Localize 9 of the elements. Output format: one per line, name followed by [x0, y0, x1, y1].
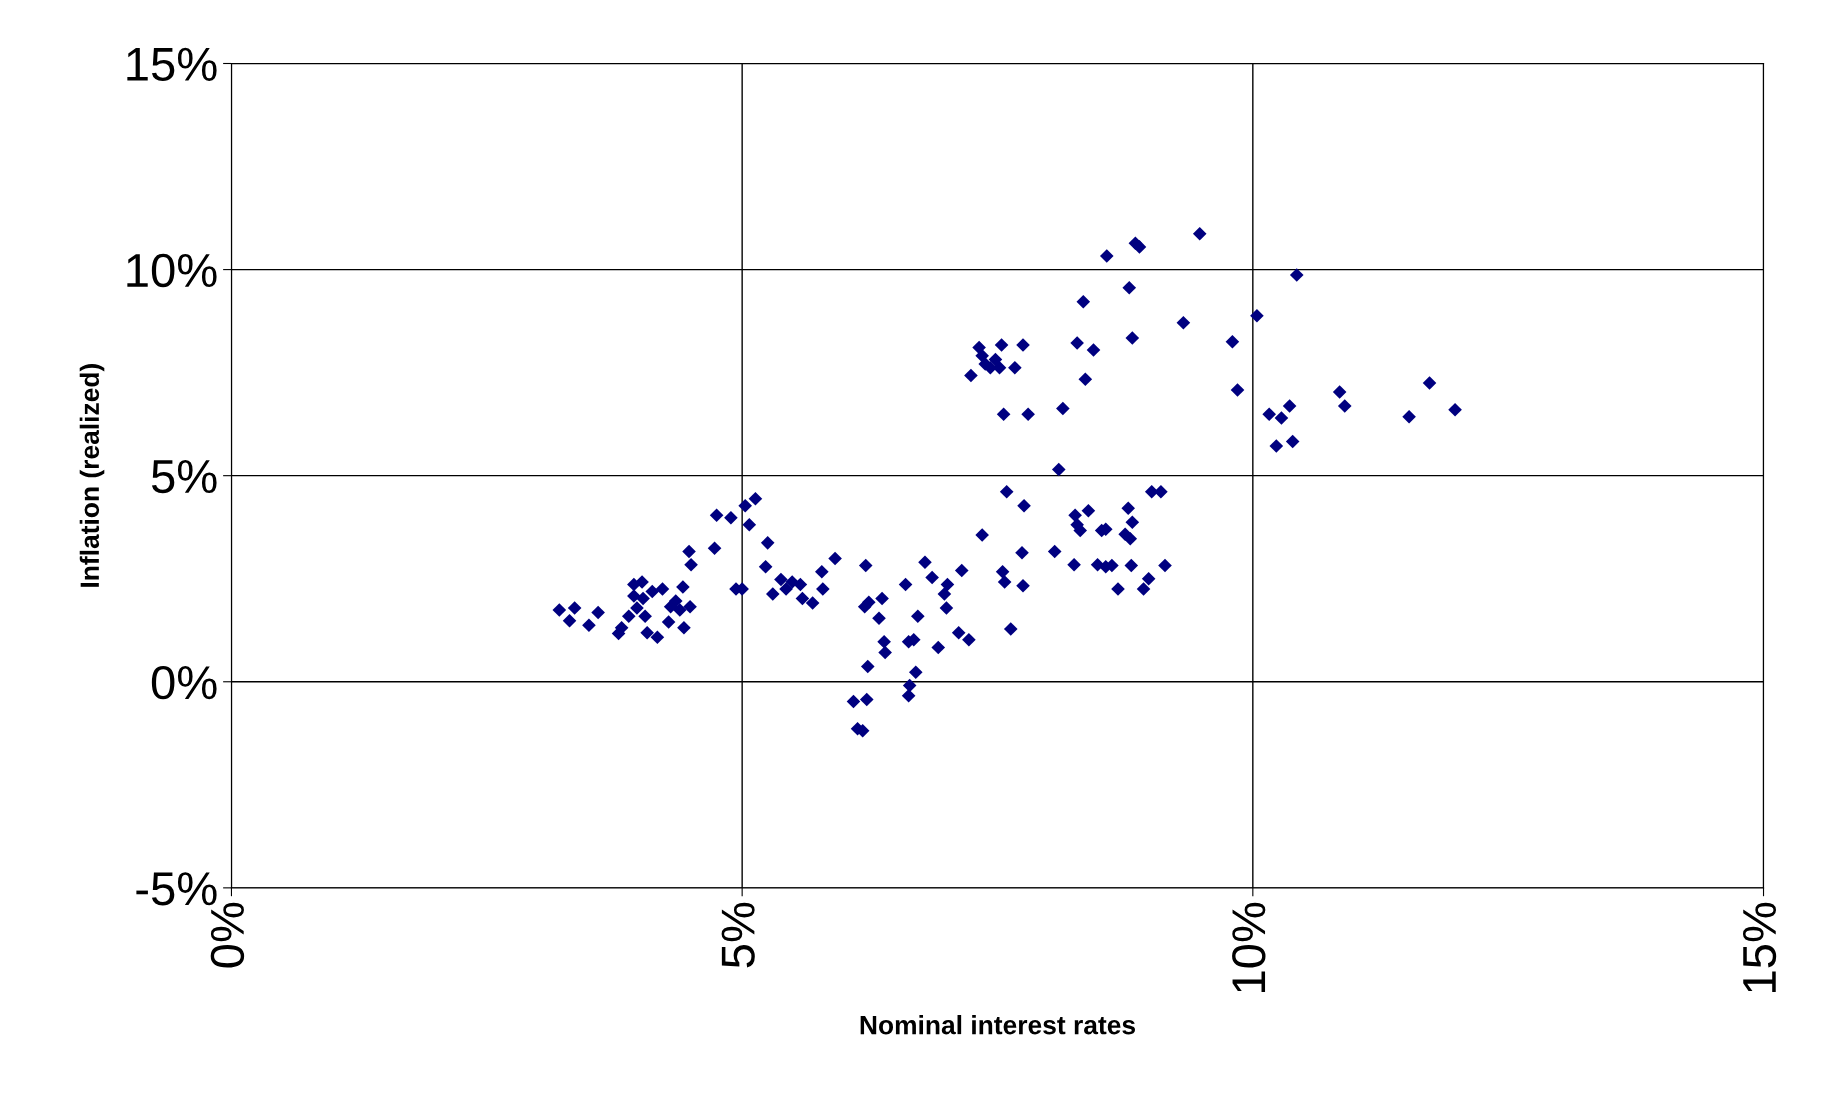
y-axis-title: Inflation (realized) — [79, 364, 105, 587]
y-tick-label: 0% — [151, 665, 217, 700]
x-tick-label: 15% — [1742, 902, 1777, 992]
y-tick-label: 15% — [127, 47, 217, 82]
y-tick-label: 10% — [127, 253, 217, 288]
x-axis-title: Nominal interest rates — [860, 1015, 1135, 1035]
y-tick-label: 5% — [151, 460, 217, 494]
x-tick-label: 5% — [721, 902, 755, 968]
x-tick-label: 10% — [1232, 902, 1266, 992]
